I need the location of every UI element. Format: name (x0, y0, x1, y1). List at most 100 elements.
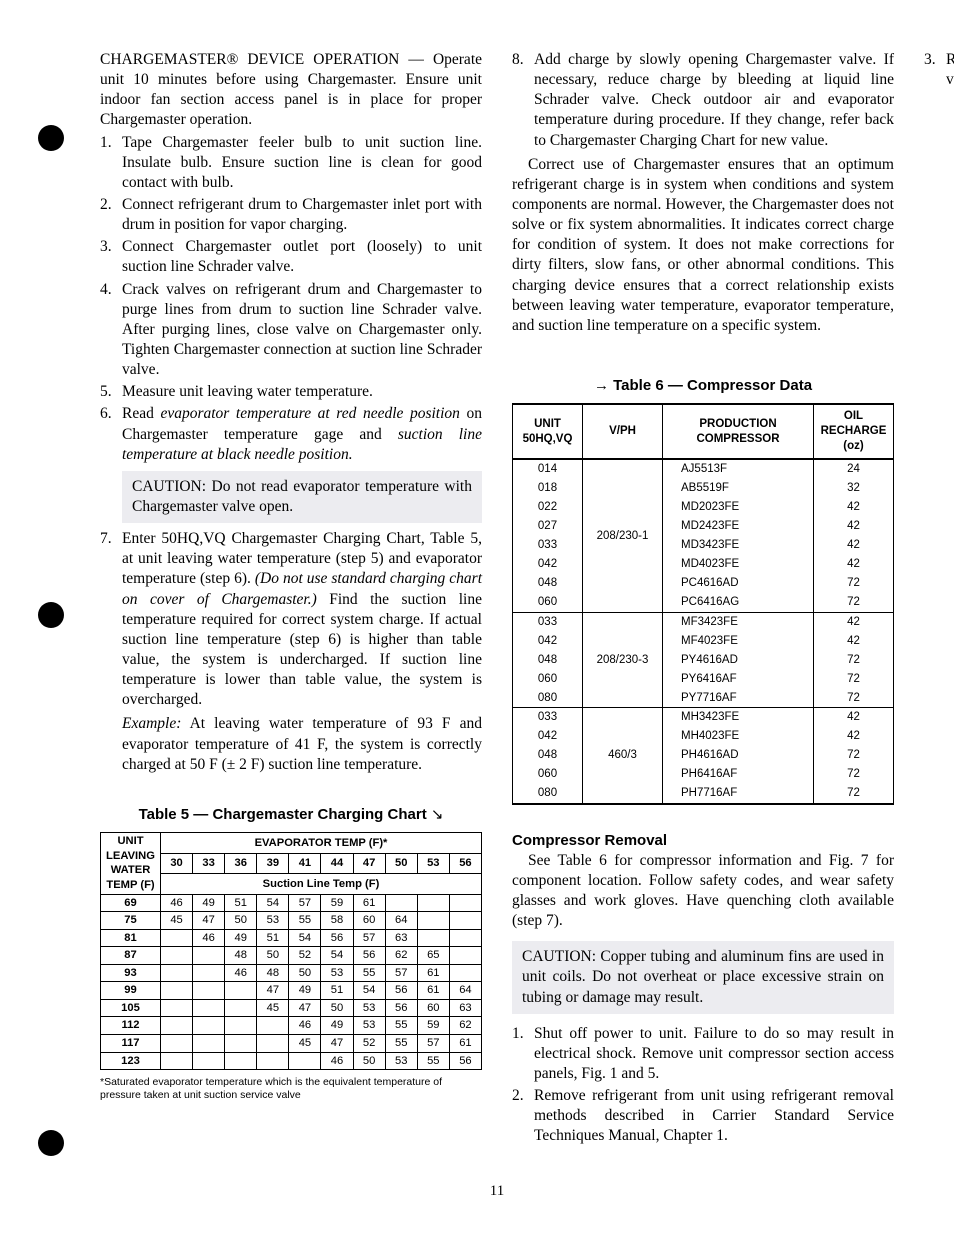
t6-compressor: MD4023FE (663, 555, 814, 574)
t6-unit: 033 (513, 708, 583, 727)
t5-cell: 46 (225, 964, 257, 982)
table-row: 1234650535556 (101, 1052, 482, 1070)
table-row: 060PY6416AF72 (513, 670, 894, 689)
t5-cell (257, 1052, 289, 1070)
t5-cell (417, 894, 449, 912)
t6-compressor: PH4616AD (663, 746, 814, 765)
table6-title: → Table 6 — Compressor Data (512, 376, 894, 396)
t5-col-head: 50 (385, 853, 417, 873)
t5-cell (193, 964, 225, 982)
t5-cell: 46 (161, 894, 193, 912)
t5-cell: 51 (225, 894, 257, 912)
table-row: 10545475053566063 (101, 999, 482, 1017)
t6-oil: 72 (814, 593, 894, 612)
t5-cell (193, 982, 225, 1000)
t5-cell: 59 (417, 1017, 449, 1035)
t5-cell: 55 (385, 1017, 417, 1035)
t5-cell: 57 (289, 894, 321, 912)
t5-cell: 54 (257, 894, 289, 912)
table-row: 8146495154565763 (101, 929, 482, 947)
t5-cell: 50 (225, 912, 257, 930)
t5-cell: 54 (289, 929, 321, 947)
t5-cell (225, 1017, 257, 1035)
table-row: 042MH4023FE42 (513, 727, 894, 746)
t5-cell: 60 (353, 912, 385, 930)
t5-cell: 45 (161, 912, 193, 930)
t5-cell: 45 (289, 1035, 321, 1053)
t5-cell (225, 999, 257, 1017)
t5-cell: 45 (257, 999, 289, 1017)
t6-unit: 022 (513, 498, 583, 517)
t5-cell (449, 947, 481, 965)
t6-unit: 060 (513, 593, 583, 612)
t5-cell: 61 (449, 1035, 481, 1053)
t6-oil: 42 (814, 536, 894, 555)
t6-oil: 42 (814, 555, 894, 574)
t6-unit: 080 (513, 689, 583, 708)
t5-col-head: 56 (449, 853, 481, 873)
t5-cell (449, 964, 481, 982)
t5-cell (417, 912, 449, 930)
caution-box-2: CAUTION: Copper tubing and aluminum fins… (512, 941, 894, 1013)
table5: UNIT LEAVING WATER TEMP (F) EVAPORATOR T… (100, 832, 482, 1070)
t6-oil: 72 (814, 784, 894, 804)
t6-unit: 014 (513, 459, 583, 479)
table-row: 033460/3MH3423FE42 (513, 708, 894, 727)
t6-compressor: MH4023FE (663, 727, 814, 746)
t6-oil: 42 (814, 517, 894, 536)
t5-cell (161, 982, 193, 1000)
page-columns: CHARGEMASTER® DEVICE OPERATION — Operate… (100, 50, 894, 1170)
t5-cell: 53 (353, 1017, 385, 1035)
t6-compressor: MH3423FE (663, 708, 814, 727)
table-row: 9947495154566164 (101, 982, 482, 1000)
t5-cell (193, 1052, 225, 1070)
step-text: Connect refrigerant drum to Chargemaster… (122, 196, 482, 233)
operation-steps-7: 7. Enter 50HQ,VQ Chargemaster Charging C… (100, 529, 482, 710)
t6-oil: 72 (814, 765, 894, 784)
t5-cell: 54 (353, 982, 385, 1000)
table-row: 080PH7716AF72 (513, 784, 894, 804)
table5-title: Table 5 — Chargemaster Charging Chart ↘ (100, 805, 482, 825)
decor-bullet (38, 1130, 64, 1156)
compressor-removal-heading: Compressor Removal (512, 831, 894, 851)
t5-cell (225, 1052, 257, 1070)
table-row: 018AB5519F32 (513, 479, 894, 498)
t5-cell: 50 (257, 947, 289, 965)
t5-cell: 49 (321, 1017, 353, 1035)
t6-oil: 42 (814, 612, 894, 631)
t5-cell (225, 1035, 257, 1053)
t5-cell: 64 (449, 982, 481, 1000)
t6-compressor: PH6416AF (663, 765, 814, 784)
t5-cell: 49 (289, 982, 321, 1000)
t6-oil: 72 (814, 689, 894, 708)
chargemaster-intro: CHARGEMASTER® DEVICE OPERATION — Operate… (100, 50, 482, 131)
t6-h3: PRODUCTION COMPRESSOR (663, 404, 814, 459)
t6-oil: 42 (814, 708, 894, 727)
t5-cell: 62 (385, 947, 417, 965)
t6-unit: 033 (513, 612, 583, 631)
t5-cell: 46 (193, 929, 225, 947)
t5-cell: 57 (353, 929, 385, 947)
t6-unit: 027 (513, 517, 583, 536)
t5-cell: 47 (321, 1035, 353, 1053)
t6-vph: 208/230-3 (583, 612, 663, 708)
t6-compressor: PC6416AG (663, 593, 814, 612)
table-row: 033MD3423FE42 (513, 536, 894, 555)
t5-cell: 61 (417, 964, 449, 982)
t5-row-key: 69 (101, 894, 161, 912)
t6-unit: 080 (513, 784, 583, 804)
page-number: 11 (100, 1182, 894, 1202)
step7-b: Find the suction line temperature requir… (122, 591, 482, 709)
t5-cell: 63 (449, 999, 481, 1017)
t6-compressor: PY6416AF (663, 670, 814, 689)
table-row: 080PY7716AF72 (513, 689, 894, 708)
t6-unit: 048 (513, 574, 583, 593)
table-row: 022MD2023FE42 (513, 498, 894, 517)
table-row: 042MF4023FE42 (513, 632, 894, 651)
t5-cell: 56 (449, 1052, 481, 1070)
t5-cell: 48 (225, 947, 257, 965)
decor-bullet (38, 602, 64, 628)
t6-compressor: MD2423FE (663, 517, 814, 536)
t6-oil: 72 (814, 651, 894, 670)
example-label: Example: (122, 715, 181, 732)
